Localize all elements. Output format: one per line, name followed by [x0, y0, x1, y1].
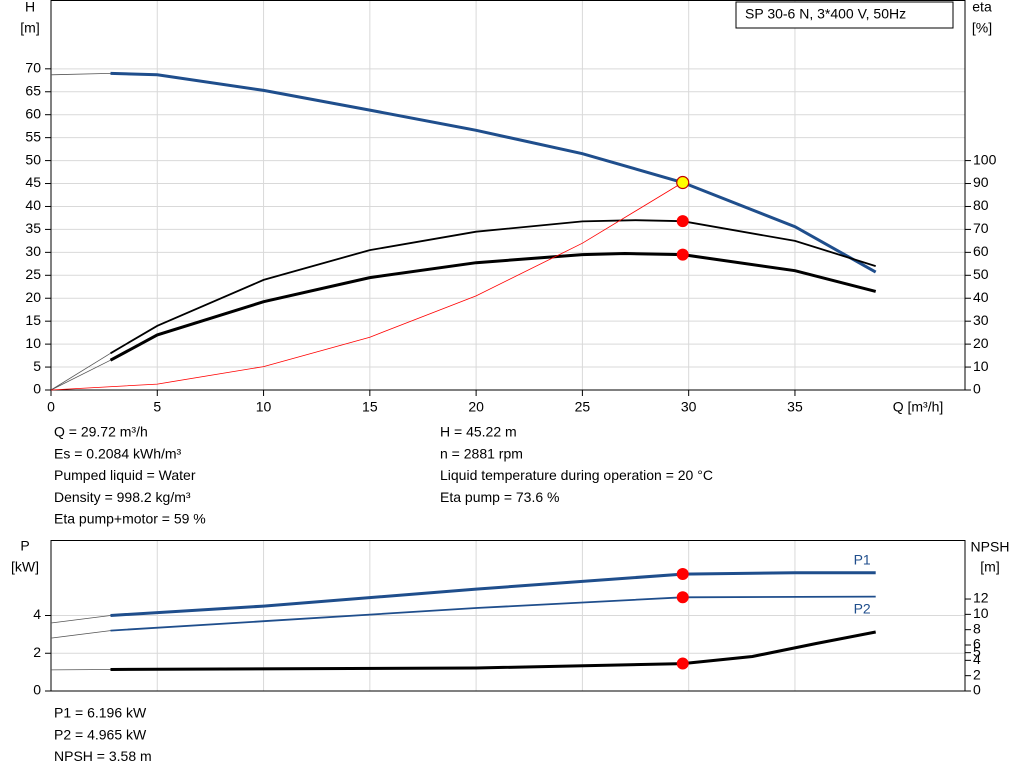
y2-tick-label: 2: [973, 666, 981, 682]
y2-tick-label: 40: [973, 289, 989, 305]
y-tick-label: 0: [33, 381, 41, 397]
operating-point: [676, 568, 689, 581]
operating-point: [676, 657, 689, 670]
y-axis-unit: [m]: [20, 20, 39, 36]
curve: [50, 352, 111, 391]
chart-title: SP 30-6 N, 3*400 V, 50Hz: [745, 6, 906, 22]
y-tick-label: 45: [25, 174, 41, 190]
info-text: Pumped liquid = Water: [54, 467, 196, 483]
y2-tick-label: 4: [973, 651, 981, 667]
info-text: NPSH = 3.58 m: [54, 748, 152, 764]
curve: [110, 71, 877, 274]
y-tick-label: 20: [25, 289, 41, 305]
curve: [110, 630, 876, 671]
x-tick-label: 25: [575, 399, 591, 415]
x-axis-label: Q [m³/h]: [893, 399, 944, 415]
y-tick-label: 4: [33, 606, 41, 622]
y2-axis-unit: [%]: [972, 20, 992, 36]
curve: [110, 595, 876, 632]
y2-tick-label: 70: [973, 220, 989, 236]
y2-tick-label: 12: [973, 590, 989, 606]
y-tick-label: 70: [25, 60, 41, 76]
x-tick-label: 10: [256, 399, 272, 415]
y-axis-label: P: [20, 538, 29, 554]
info-text: n = 2881 rpm: [440, 445, 523, 461]
operating-point: [676, 248, 689, 261]
y-tick-label: 40: [25, 197, 41, 213]
info-text: Density = 998.2 kg/m³: [54, 489, 191, 505]
y2-tick-label: 8: [973, 620, 981, 636]
x-tick-label: 5: [153, 399, 161, 415]
info-text: Q = 29.72 m³/h: [54, 424, 148, 440]
curve: [50, 615, 111, 624]
y2-tick-label: 90: [973, 174, 989, 190]
curve: [110, 571, 876, 617]
y2-tick-label: 10: [973, 605, 989, 621]
info-text: Es = 0.2084 kWh/m³: [54, 445, 182, 461]
curve-label: P2: [854, 600, 871, 616]
y2-tick-label: 30: [973, 312, 989, 328]
y-tick-label: 50: [25, 151, 41, 167]
info-text: Eta pump+motor = 59 %: [54, 511, 206, 527]
y-tick-label: 55: [25, 128, 41, 144]
y-tick-label: 35: [25, 220, 41, 236]
curve: [50, 182, 683, 391]
y-tick-label: 25: [25, 266, 41, 282]
y-axis-unit: [kW]: [11, 559, 39, 575]
y-tick-label: 0: [33, 682, 41, 698]
y-axis-label: H: [25, 0, 35, 15]
title-box: [735, 1, 954, 29]
operating-point: [676, 591, 689, 604]
y2-tick-label: 10: [973, 358, 989, 374]
operating-point: [676, 215, 689, 228]
curve: [50, 73, 111, 76]
info-text: Liquid temperature during operation = 20…: [440, 467, 713, 483]
y-tick-label: 60: [25, 105, 41, 121]
y2-tick-label: 20: [973, 335, 989, 351]
curve: [50, 359, 111, 391]
y2-axis-unit: [m]: [980, 559, 999, 575]
y2-tick-label: 80: [973, 197, 989, 213]
y2-axis-label: eta: [972, 0, 992, 15]
x-tick-label: 15: [362, 399, 378, 415]
y2-tick-label: 0: [973, 682, 981, 698]
info-text: Eta pump = 73.6 %: [440, 489, 559, 505]
y2-tick-label: 50: [973, 266, 989, 282]
curve: [110, 219, 876, 355]
y-tick-label: 10: [25, 335, 41, 351]
info-text: P2 = 4.965 kW: [54, 726, 147, 742]
y2-axis-label: NPSH: [971, 539, 1010, 555]
y-tick-label: 65: [25, 82, 41, 98]
y2-tick-label: 0: [973, 381, 981, 397]
y-tick-label: 2: [33, 644, 41, 660]
plot-frame: [50, 0, 966, 391]
curve: [109, 251, 877, 362]
y-tick-label: 15: [25, 312, 41, 328]
curve: [50, 630, 111, 639]
curve-label: P1: [854, 551, 871, 567]
x-tick-label: 0: [47, 399, 55, 415]
x-tick-label: 20: [468, 399, 484, 415]
x-tick-label: 30: [681, 399, 697, 415]
y2-tick-label: 6: [973, 636, 981, 652]
info-text: H = 45.22 m: [440, 424, 517, 440]
y2-tick-label: 5: [973, 643, 981, 659]
y2-tick-label: 60: [973, 243, 989, 259]
y-tick-label: 30: [25, 243, 41, 259]
operating-point: [676, 175, 690, 190]
x-tick-label: 35: [787, 399, 803, 415]
plot-frame: [50, 540, 966, 692]
y-tick-label: 5: [33, 358, 41, 374]
info-text: P1 = 6.196 kW: [54, 705, 147, 721]
y2-tick-label: 100: [973, 151, 997, 167]
